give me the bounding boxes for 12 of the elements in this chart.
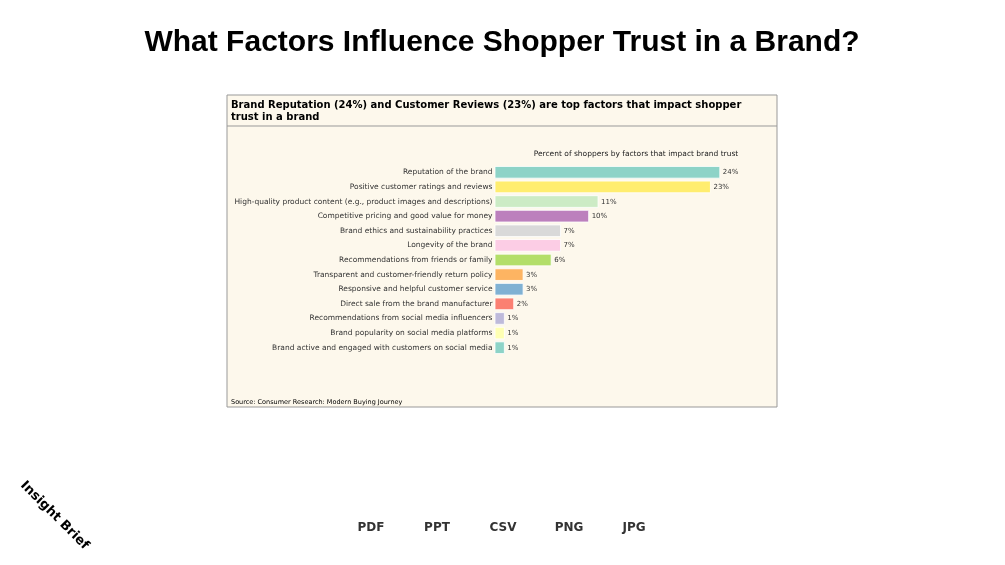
bar bbox=[494, 239, 561, 252]
bar bbox=[494, 253, 552, 267]
text: PPT bbox=[424, 520, 451, 534]
chart-subtitle: Brand Reputation (24%) and Customer Reviews (23%) are top factors that impact shopper trust in a brand bbox=[231, 99, 742, 122]
text: PDF bbox=[357, 520, 385, 534]
text: JPG bbox=[621, 520, 646, 534]
bar bbox=[494, 195, 599, 208]
text: PNG bbox=[554, 520, 584, 534]
bar bbox=[494, 312, 505, 325]
bar bbox=[494, 268, 524, 281]
text: CSV bbox=[489, 520, 518, 534]
chart-title: What Factors Influence Shopper Trust in a Brand? bbox=[144, 24, 860, 57]
